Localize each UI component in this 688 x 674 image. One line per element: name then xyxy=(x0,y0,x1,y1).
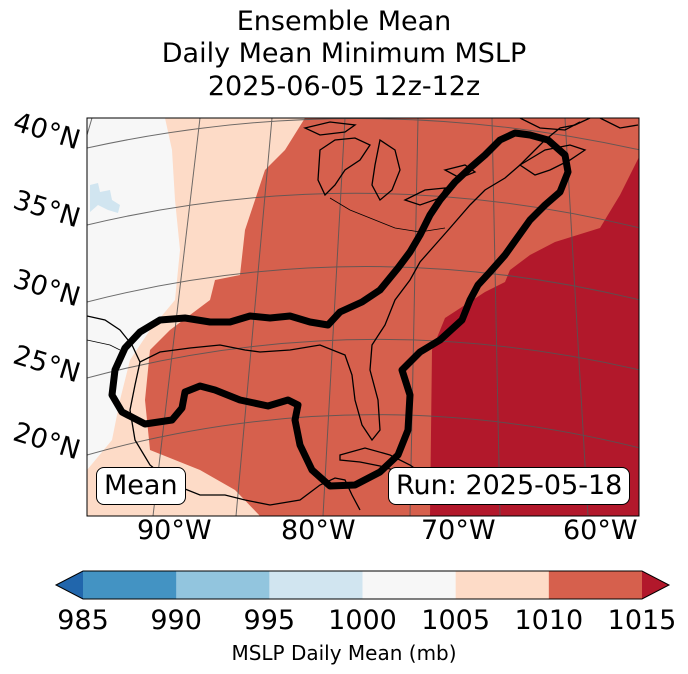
colorbar-extend-high xyxy=(642,571,669,599)
colorbar-tick-label: 1000 xyxy=(328,605,397,636)
colorbar-tick-label: 995 xyxy=(243,605,296,636)
colorbar-cell xyxy=(269,571,363,599)
lon-label-90w: 90°W xyxy=(137,515,212,546)
colorbar-tick-label: 1005 xyxy=(421,605,491,636)
colorbar-cell xyxy=(362,571,457,599)
colorbar-tick-label: 990 xyxy=(150,605,202,636)
chart-title-line3: 2025-06-05 12z-12z xyxy=(207,71,481,102)
lon-label-70w: 70°W xyxy=(421,515,496,546)
run-label: Run: 2025-05-18 xyxy=(388,467,631,505)
mslp-contour xyxy=(108,129,572,490)
colorbar-extend-low xyxy=(56,571,83,599)
lon-label-80w: 80°W xyxy=(281,515,356,546)
colorbar-tick-label: 1010 xyxy=(514,605,584,636)
colorbar-label: MSLP Daily Mean (mb) xyxy=(231,641,457,665)
mean-label: Mean xyxy=(96,467,186,505)
colorbar-cell xyxy=(176,571,270,599)
colorbar-cell xyxy=(548,571,643,599)
chart-title-line2: Daily Mean Minimum MSLP xyxy=(161,38,527,69)
colorbar xyxy=(54,570,671,600)
colorbar-cell xyxy=(83,571,177,599)
colorbar-tick-label: 1015 xyxy=(607,605,677,636)
colorbar-cell xyxy=(455,571,550,599)
coastlines xyxy=(87,118,639,511)
colorbar-tick-label: 985 xyxy=(57,605,109,636)
lon-label-60w: 60°W xyxy=(563,515,638,546)
field-band-1010-1015 xyxy=(430,157,639,516)
chart-title-line1: Ensemble Mean xyxy=(236,6,452,37)
field-low-spot xyxy=(90,183,120,213)
map-frame xyxy=(86,117,640,517)
